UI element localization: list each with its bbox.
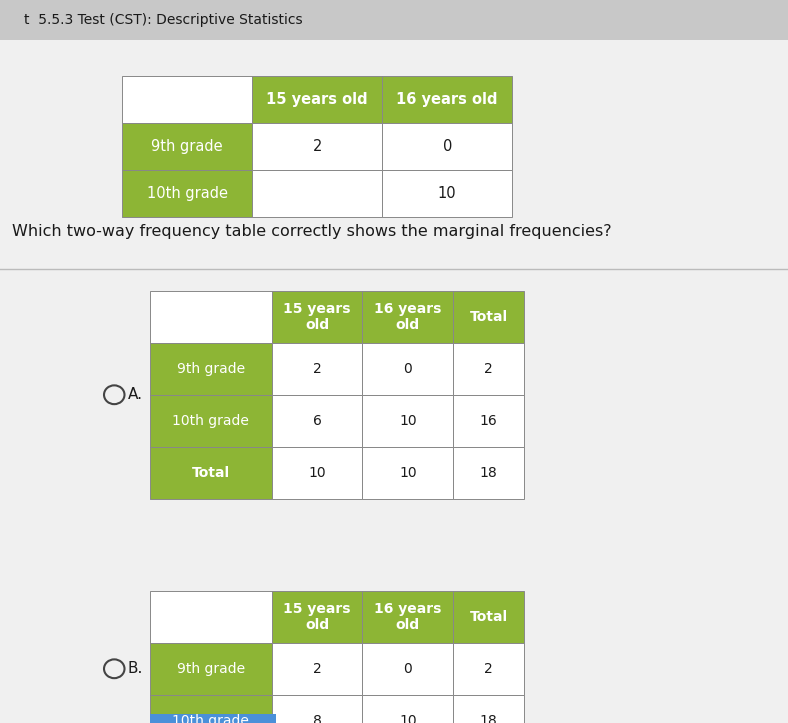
Bar <box>362 343 453 395</box>
Bar <box>150 291 272 343</box>
Text: 0: 0 <box>443 139 452 154</box>
Text: 2: 2 <box>313 139 322 154</box>
Text: 10th grade: 10th grade <box>147 186 228 201</box>
Bar <box>150 591 272 643</box>
Bar <box>272 695 362 723</box>
Text: 16 years
old: 16 years old <box>374 602 441 632</box>
Text: 10: 10 <box>308 466 326 480</box>
Text: 2: 2 <box>313 362 322 376</box>
Bar <box>453 291 524 343</box>
Bar <box>252 123 382 170</box>
Bar <box>362 591 453 643</box>
Text: 8: 8 <box>313 714 322 723</box>
Text: 10: 10 <box>399 466 417 480</box>
Text: Total: Total <box>470 609 507 624</box>
Bar <box>362 447 453 499</box>
Bar <box>453 447 524 499</box>
Text: 0: 0 <box>403 362 412 376</box>
Bar <box>453 643 524 695</box>
Bar <box>150 695 272 723</box>
Text: 9th grade: 9th grade <box>177 662 245 676</box>
Text: 10th grade: 10th grade <box>173 414 249 428</box>
Text: 0: 0 <box>403 662 412 676</box>
Text: 10th grade: 10th grade <box>173 714 249 723</box>
Bar <box>362 643 453 695</box>
Text: A.: A. <box>128 388 143 402</box>
Text: B.: B. <box>128 662 143 676</box>
Bar <box>453 695 524 723</box>
Text: 15 years
old: 15 years old <box>284 301 351 332</box>
Bar <box>272 343 362 395</box>
Bar <box>150 643 272 695</box>
Text: t  5.5.3 Test (CST): Descriptive Statistics: t 5.5.3 Test (CST): Descriptive Statisti… <box>24 13 303 27</box>
Text: 9th grade: 9th grade <box>151 139 223 154</box>
Bar <box>150 447 272 499</box>
Bar <box>272 291 362 343</box>
Text: 18: 18 <box>480 714 497 723</box>
Bar <box>382 123 512 170</box>
Text: 10: 10 <box>399 714 417 723</box>
Text: 9th grade: 9th grade <box>177 362 245 376</box>
Bar <box>150 714 276 723</box>
Text: 16 years
old: 16 years old <box>374 301 441 332</box>
Bar <box>272 447 362 499</box>
Bar <box>362 395 453 447</box>
Bar <box>453 591 524 643</box>
Bar <box>122 170 252 217</box>
Text: 6: 6 <box>313 414 322 428</box>
Text: 2: 2 <box>484 362 493 376</box>
Bar <box>362 291 453 343</box>
Bar <box>382 170 512 217</box>
Bar <box>0 0 788 40</box>
Bar <box>252 170 382 217</box>
Bar <box>122 76 252 123</box>
Bar <box>272 395 362 447</box>
Text: 10: 10 <box>438 186 456 201</box>
Bar <box>453 395 524 447</box>
Bar <box>362 695 453 723</box>
Text: Total: Total <box>470 309 507 324</box>
Text: Which two-way frequency table correctly shows the marginal frequencies?: Which two-way frequency table correctly … <box>12 224 611 239</box>
Text: 2: 2 <box>313 662 322 676</box>
Text: 15 years old: 15 years old <box>266 92 368 107</box>
Bar <box>122 123 252 170</box>
Bar <box>150 343 272 395</box>
Text: 16: 16 <box>480 414 497 428</box>
Bar <box>150 395 272 447</box>
Bar <box>382 76 512 123</box>
Text: 10: 10 <box>399 414 417 428</box>
Bar <box>252 76 382 123</box>
Bar <box>453 343 524 395</box>
Bar <box>272 591 362 643</box>
Bar <box>272 643 362 695</box>
Text: 16 years old: 16 years old <box>396 92 498 107</box>
Text: 2: 2 <box>484 662 493 676</box>
Text: 15 years
old: 15 years old <box>284 602 351 632</box>
Text: 18: 18 <box>480 466 497 480</box>
Text: Total: Total <box>191 466 230 480</box>
